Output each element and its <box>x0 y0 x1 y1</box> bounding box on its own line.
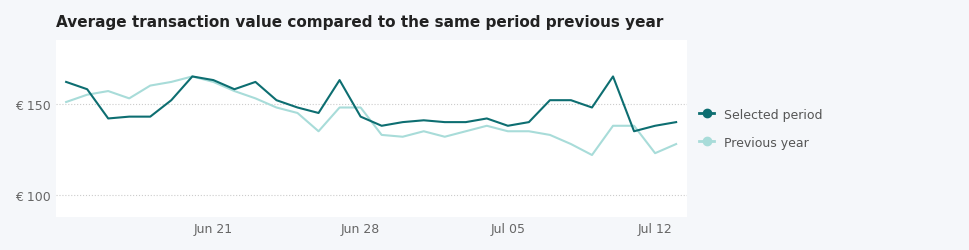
Legend: Selected period, Previous year: Selected period, Previous year <box>692 102 828 156</box>
Text: Average transaction value compared to the same period previous year: Average transaction value compared to th… <box>55 15 662 30</box>
